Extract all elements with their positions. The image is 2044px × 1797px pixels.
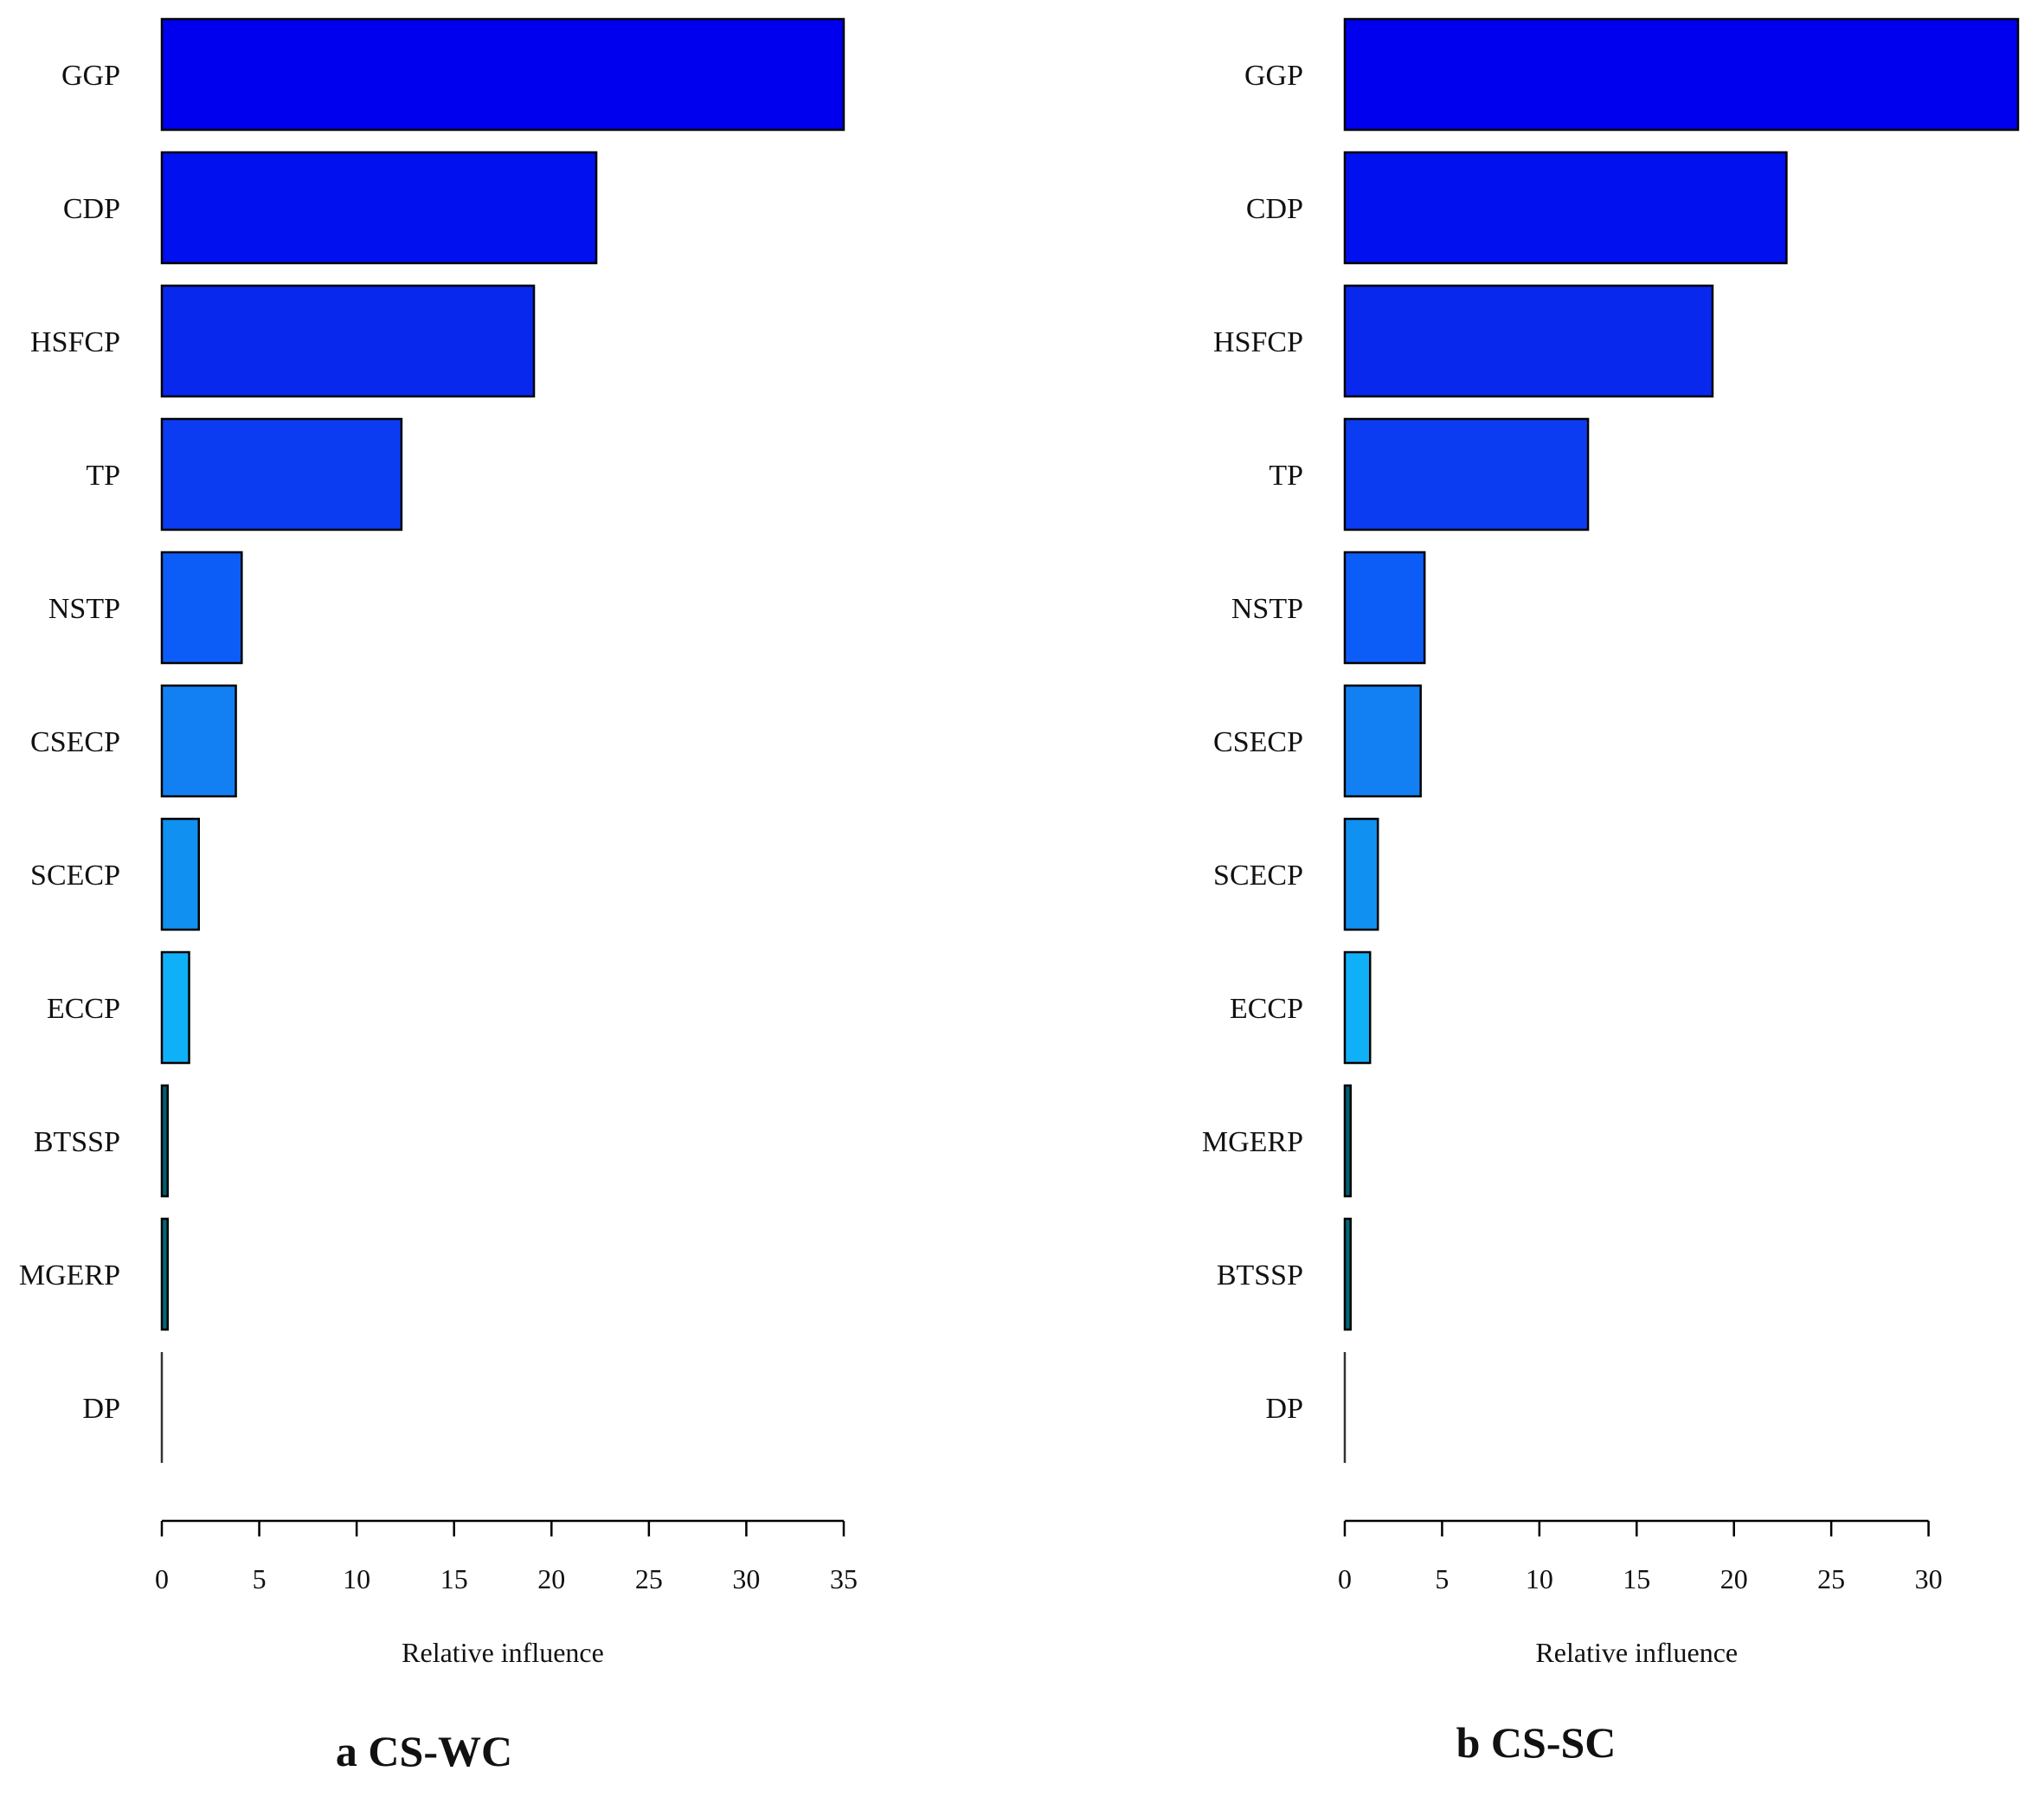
category-label-btssp: BTSSP — [1217, 1259, 1303, 1291]
x-tick-label: 25 — [635, 1563, 663, 1594]
x-axis-title: Relative influence — [1535, 1637, 1738, 1668]
category-label-cdp: CDP — [1246, 193, 1303, 225]
category-label-nstp: NSTP — [48, 593, 120, 625]
category-label-ggp: GGP — [61, 60, 120, 92]
chart-panel-a: GGP CDP HSFCP TP NSTP CSECP SCECP ECCP BTSSP MGER… — [19, 17, 858, 1775]
category-label-dp: DP — [83, 1393, 120, 1425]
x-tick-label: 10 — [1526, 1563, 1553, 1594]
bar-hsfcp — [160, 284, 536, 398]
x-axis-title: Relative influence — [402, 1637, 604, 1668]
category-label-btssp: BTSSP — [34, 1126, 120, 1158]
x-tick-label: 25 — [1817, 1563, 1845, 1594]
category-label-eccp: ECCP — [47, 993, 120, 1025]
category-label-hsfcp: HSFCP — [1213, 326, 1303, 358]
category-label-ggp: GGP — [1244, 60, 1303, 92]
bar-btssp — [1343, 1217, 1352, 1331]
x-tick-label: 5 — [1435, 1563, 1449, 1594]
x-tick-label: 20 — [1720, 1563, 1748, 1594]
bar-scecp — [160, 817, 201, 931]
x-tick-label: 15 — [1623, 1563, 1650, 1594]
bar-mgerp — [160, 1217, 170, 1331]
chart-panel-b: GGP CDP HSFCP TP NSTP CSECP SCECP ECCP MGERP BTSS… — [1202, 17, 2020, 1767]
bar-eccp — [160, 950, 190, 1065]
bar-nstp — [1343, 551, 1426, 665]
bar-ggp — [1343, 17, 2020, 132]
category-label-tp: TP — [86, 460, 120, 492]
category-label-cdp: CDP — [63, 193, 120, 225]
bar-tp — [1343, 417, 1590, 531]
category-label-mgerp: MGERP — [19, 1259, 120, 1291]
bar-hsfcp — [1343, 284, 1714, 398]
bar-mgerp — [1343, 1084, 1352, 1198]
bar-eccp — [1343, 950, 1372, 1065]
category-label-eccp: ECCP — [1230, 993, 1303, 1025]
bar-ggp — [160, 17, 845, 132]
bar-nstp — [160, 551, 243, 665]
category-label-scecp: SCECP — [1213, 860, 1303, 892]
category-label-dp: DP — [1266, 1393, 1303, 1425]
x-tick-label: 30 — [1915, 1563, 1943, 1594]
bar-tp — [160, 417, 403, 531]
x-tick-label: 30 — [732, 1563, 760, 1594]
bar-scecp — [1343, 817, 1379, 931]
bar-btssp — [160, 1084, 170, 1198]
x-tick-label: 35 — [830, 1563, 858, 1594]
x-tick-label: 10 — [343, 1563, 370, 1594]
bar-csecp — [160, 684, 237, 798]
x-tick-label: 0 — [155, 1563, 169, 1594]
bar-csecp — [1343, 684, 1422, 798]
category-label-csecp: CSECP — [1213, 726, 1303, 758]
category-label-nstp: NSTP — [1231, 593, 1303, 625]
category-label-mgerp: MGERP — [1202, 1126, 1303, 1158]
bar-cdp — [1343, 151, 1788, 265]
category-label-hsfcp: HSFCP — [30, 326, 120, 358]
category-label-tp: TP — [1269, 460, 1303, 492]
x-tick-label: 15 — [440, 1563, 468, 1594]
panel-title: b CS-SC — [1456, 1718, 1617, 1767]
x-tick-label: 20 — [537, 1563, 565, 1594]
category-label-scecp: SCECP — [30, 860, 120, 892]
x-tick-label: 0 — [1338, 1563, 1352, 1594]
bar-cdp — [160, 151, 598, 265]
x-tick-label: 5 — [253, 1563, 267, 1594]
category-label-csecp: CSECP — [30, 726, 120, 758]
panel-title: a CS-WC — [336, 1727, 512, 1775]
